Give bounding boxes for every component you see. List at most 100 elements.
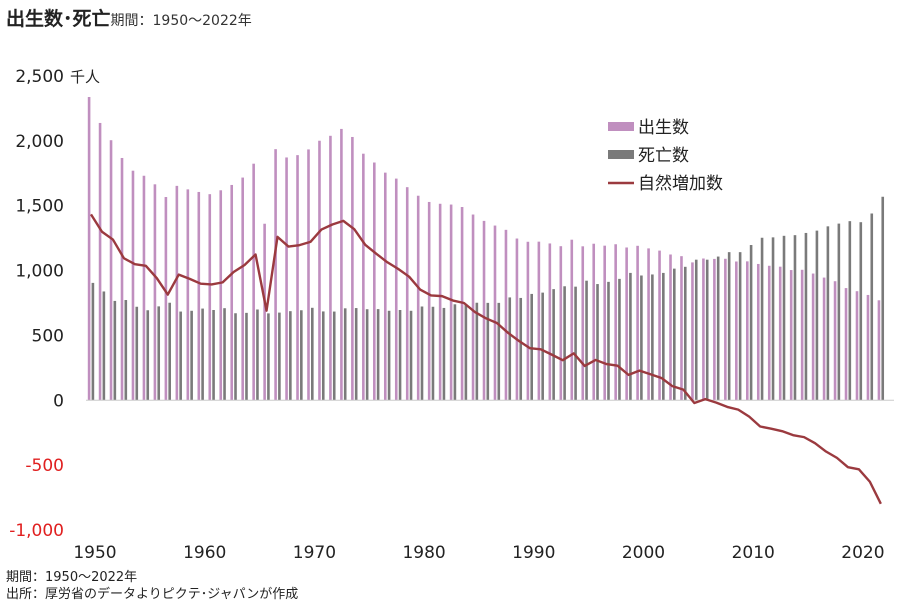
death-bar-1953 <box>124 300 128 401</box>
birth-bar-2011 <box>756 263 760 401</box>
birth-bar-2001 <box>647 248 650 401</box>
death-bar-1955 <box>146 310 150 401</box>
birth-bar-1969 <box>296 155 299 401</box>
birth-bar-1971 <box>318 140 321 401</box>
birth-bar-1970 <box>307 149 310 401</box>
birth-bar-1962 <box>219 190 223 401</box>
bars-layer <box>87 97 885 401</box>
death-bar-2003 <box>673 268 676 401</box>
legend-label-2: 自然増加数 <box>638 174 723 194</box>
death-bar-1965 <box>256 309 259 401</box>
birth-bar-1983 <box>449 204 453 401</box>
birth-bar-1966 <box>263 223 266 401</box>
birth-bar-1951 <box>98 122 102 401</box>
birth-bar-1995 <box>581 246 585 401</box>
death-bar-1983 <box>453 304 457 401</box>
footnote-period: 期間：1950～2022年 <box>6 570 138 585</box>
death-bar-1957 <box>168 302 171 401</box>
death-bar-1992 <box>552 289 555 401</box>
death-bar-1994 <box>574 286 577 401</box>
death-bar-1958 <box>179 311 182 401</box>
chart-title-main: 出生数･死亡 <box>6 8 111 30</box>
death-bar-1982 <box>442 307 446 401</box>
death-bar-2020 <box>859 222 863 401</box>
legend-swatch-1 <box>608 150 634 159</box>
birth-bar-1959 <box>186 189 190 401</box>
death-bar-1979 <box>409 310 413 401</box>
birth-bar-1952 <box>109 140 113 401</box>
death-bar-1966 <box>267 313 270 401</box>
birth-bar-1950 <box>87 97 91 401</box>
birth-bar-1994 <box>570 239 574 401</box>
legend-label-0: 出生数 <box>638 118 689 138</box>
birth-bar-1960 <box>197 191 201 401</box>
birth-bar-2015 <box>800 269 804 401</box>
death-bar-1978 <box>398 310 402 401</box>
x-tick-label: 2010 <box>732 543 775 563</box>
death-bar-1964 <box>245 312 248 401</box>
y-tick-label: -500 <box>25 456 64 476</box>
y-tick-label: 0 <box>53 391 64 411</box>
death-bar-2022 <box>881 196 885 401</box>
death-bar-1960 <box>201 308 204 401</box>
death-bar-1988 <box>508 297 512 401</box>
death-bar-2004 <box>683 266 687 401</box>
birth-bar-1977 <box>383 172 387 401</box>
birth-bar-1991 <box>537 241 541 401</box>
death-bar-2018 <box>837 223 841 401</box>
y-axis: 2,500 2,000 1,500 1,000 500 0 -500 -1,000 <box>9 67 64 541</box>
birth-bar-2018 <box>833 281 837 401</box>
birth-bar-1997 <box>603 245 606 401</box>
birth-bar-2021 <box>866 294 870 401</box>
birth-bar-1963 <box>230 184 234 401</box>
y-tick-label: 2,500 <box>15 67 64 87</box>
death-bar-1986 <box>486 302 490 401</box>
birth-bar-1974 <box>351 136 354 401</box>
death-bar-1999 <box>629 272 632 401</box>
death-bar-1969 <box>300 310 303 401</box>
birth-bar-2014 <box>789 270 793 401</box>
birth-bar-1968 <box>285 157 288 401</box>
death-bar-1950 <box>91 282 95 401</box>
death-bar-2017 <box>826 226 830 401</box>
birth-bar-2016 <box>811 273 815 401</box>
chart-subtitle: 期間：1950～2022年 <box>110 13 252 29</box>
death-bar-1981 <box>431 306 435 401</box>
chart-title: 出生数･死亡期間：1950～2022年 <box>6 4 252 31</box>
birth-bar-2022 <box>877 300 881 401</box>
death-bar-1961 <box>212 310 215 401</box>
birth-bar-1957 <box>164 197 168 401</box>
birth-bar-2010 <box>746 261 749 401</box>
death-bar-1954 <box>135 306 139 401</box>
death-bar-1987 <box>497 302 501 401</box>
x-axis: 1950 1960 1970 1980 1990 2000 2010 2020 <box>73 543 884 563</box>
y-tick-label: 1,000 <box>15 262 64 282</box>
birth-bar-1999 <box>625 247 628 401</box>
death-bar-1962 <box>223 308 226 401</box>
birth-bar-2006 <box>702 258 705 401</box>
death-bar-2001 <box>651 274 654 401</box>
y-tick-label: 1,500 <box>15 197 64 217</box>
x-tick-label: 1980 <box>402 543 445 563</box>
death-bar-1977 <box>387 310 391 401</box>
birth-bar-1988 <box>504 229 508 401</box>
birth-bar-2017 <box>822 277 826 401</box>
death-bar-2021 <box>870 213 874 401</box>
death-bar-1968 <box>289 311 292 401</box>
birth-bar-1993 <box>559 246 563 401</box>
birth-bar-1961 <box>208 194 212 401</box>
death-bar-1990 <box>530 293 533 401</box>
x-tick-label: 1990 <box>512 543 555 563</box>
death-bar-1989 <box>519 297 523 401</box>
death-bar-1991 <box>541 292 544 401</box>
birth-bar-1954 <box>131 170 135 401</box>
birth-bar-1965 <box>252 163 255 401</box>
death-bar-1952 <box>113 300 117 401</box>
birth-bar-1989 <box>515 238 519 401</box>
birth-bar-2007 <box>713 258 716 401</box>
footnotes: 期間：1950～2022年 出所：厚労省のデータよりピクテ･ジャパンが作成 <box>6 569 298 603</box>
birth-bar-1980 <box>416 195 420 401</box>
x-tick-label: 1960 <box>183 543 226 563</box>
death-bar-2009 <box>738 252 742 401</box>
